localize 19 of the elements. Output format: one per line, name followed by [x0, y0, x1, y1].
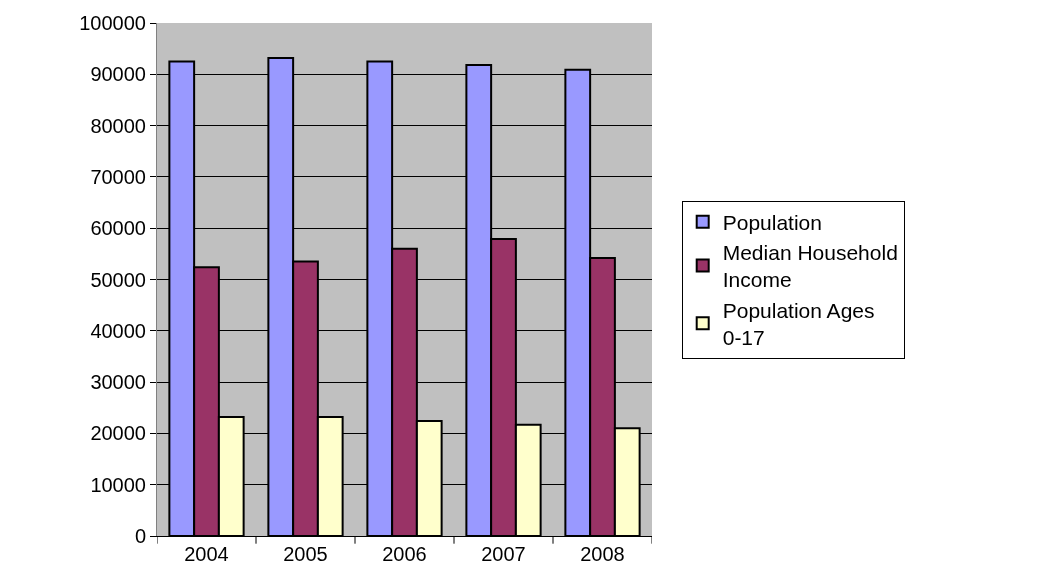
x-tick-label: 2006 [382, 543, 427, 565]
legend-label: Population [722, 210, 822, 234]
y-tick-label: 0 [134, 525, 146, 547]
y-tick-label: 100000 [79, 12, 146, 34]
y-tick-label: 50000 [90, 268, 146, 291]
x-tick-label: 2007 [481, 543, 526, 565]
legend-label: Median Household Income [722, 241, 898, 292]
y-tick-label: 80000 [90, 114, 146, 137]
x-tick-label: 2008 [580, 543, 625, 565]
y-tick-label: 90000 [90, 63, 146, 86]
legend-label: Population Ages 0-17 [722, 298, 875, 350]
y-tick-label: 40000 [90, 319, 146, 342]
y-tick-label: 10000 [90, 473, 146, 496]
y-tick-label: 20000 [90, 422, 146, 445]
y-tick-label: 70000 [90, 165, 146, 188]
x-tick-label: 2005 [283, 543, 328, 565]
y-tick-label: 30000 [90, 371, 146, 394]
x-tick-label: 2004 [184, 543, 229, 565]
y-tick-label: 60000 [90, 217, 146, 240]
